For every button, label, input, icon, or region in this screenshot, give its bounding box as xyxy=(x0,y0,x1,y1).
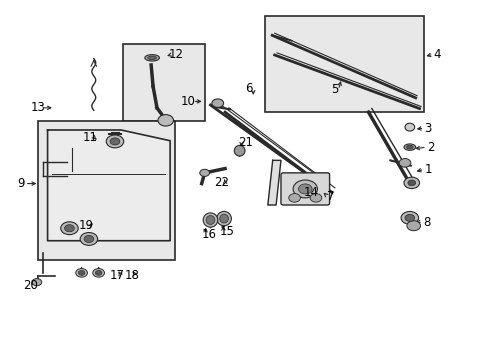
FancyBboxPatch shape xyxy=(281,173,329,205)
Ellipse shape xyxy=(403,144,415,150)
Text: 22: 22 xyxy=(213,176,228,189)
Polygon shape xyxy=(47,130,170,241)
Ellipse shape xyxy=(144,55,159,61)
Ellipse shape xyxy=(234,145,244,156)
Text: 10: 10 xyxy=(181,95,196,108)
Circle shape xyxy=(78,270,85,275)
Circle shape xyxy=(404,214,414,221)
Ellipse shape xyxy=(404,123,414,131)
Text: 18: 18 xyxy=(124,269,139,282)
Text: 4: 4 xyxy=(433,48,440,61)
Text: 20: 20 xyxy=(23,279,38,292)
Circle shape xyxy=(95,270,102,275)
Text: 19: 19 xyxy=(79,219,94,232)
Circle shape xyxy=(84,235,94,243)
Circle shape xyxy=(309,194,321,202)
Text: 11: 11 xyxy=(82,131,97,144)
Circle shape xyxy=(400,211,418,224)
Text: 8: 8 xyxy=(422,216,429,229)
Text: 12: 12 xyxy=(168,48,183,61)
Circle shape xyxy=(32,279,41,286)
Text: 21: 21 xyxy=(238,136,252,149)
Text: 9: 9 xyxy=(17,177,24,190)
Text: 14: 14 xyxy=(304,186,319,199)
Circle shape xyxy=(398,158,410,167)
Circle shape xyxy=(211,99,223,108)
Bar xyxy=(122,44,204,121)
Text: 16: 16 xyxy=(202,228,217,241)
Circle shape xyxy=(93,269,104,277)
Text: 1: 1 xyxy=(424,163,431,176)
Bar xyxy=(38,121,175,260)
Text: 13: 13 xyxy=(30,102,45,114)
Ellipse shape xyxy=(203,213,217,227)
Ellipse shape xyxy=(205,216,214,225)
Ellipse shape xyxy=(216,211,231,226)
Circle shape xyxy=(288,194,300,202)
Polygon shape xyxy=(267,160,281,205)
Text: 7: 7 xyxy=(326,190,334,203)
Circle shape xyxy=(64,225,74,232)
Ellipse shape xyxy=(406,145,412,149)
Circle shape xyxy=(110,138,120,145)
Circle shape xyxy=(80,233,98,246)
Circle shape xyxy=(406,221,420,231)
Text: 2: 2 xyxy=(426,141,433,154)
Circle shape xyxy=(106,135,123,148)
Text: 5: 5 xyxy=(330,84,337,96)
Bar xyxy=(264,16,424,112)
Circle shape xyxy=(292,180,317,198)
Text: 6: 6 xyxy=(245,82,253,95)
Text: 3: 3 xyxy=(424,122,431,135)
Circle shape xyxy=(61,222,78,235)
Circle shape xyxy=(407,180,415,186)
Circle shape xyxy=(200,169,209,176)
Circle shape xyxy=(158,114,173,126)
Text: 15: 15 xyxy=(220,225,234,238)
Ellipse shape xyxy=(147,56,156,60)
Ellipse shape xyxy=(219,214,228,223)
Circle shape xyxy=(403,177,419,189)
Circle shape xyxy=(76,269,87,277)
Circle shape xyxy=(298,184,311,194)
Text: 17: 17 xyxy=(109,269,124,282)
